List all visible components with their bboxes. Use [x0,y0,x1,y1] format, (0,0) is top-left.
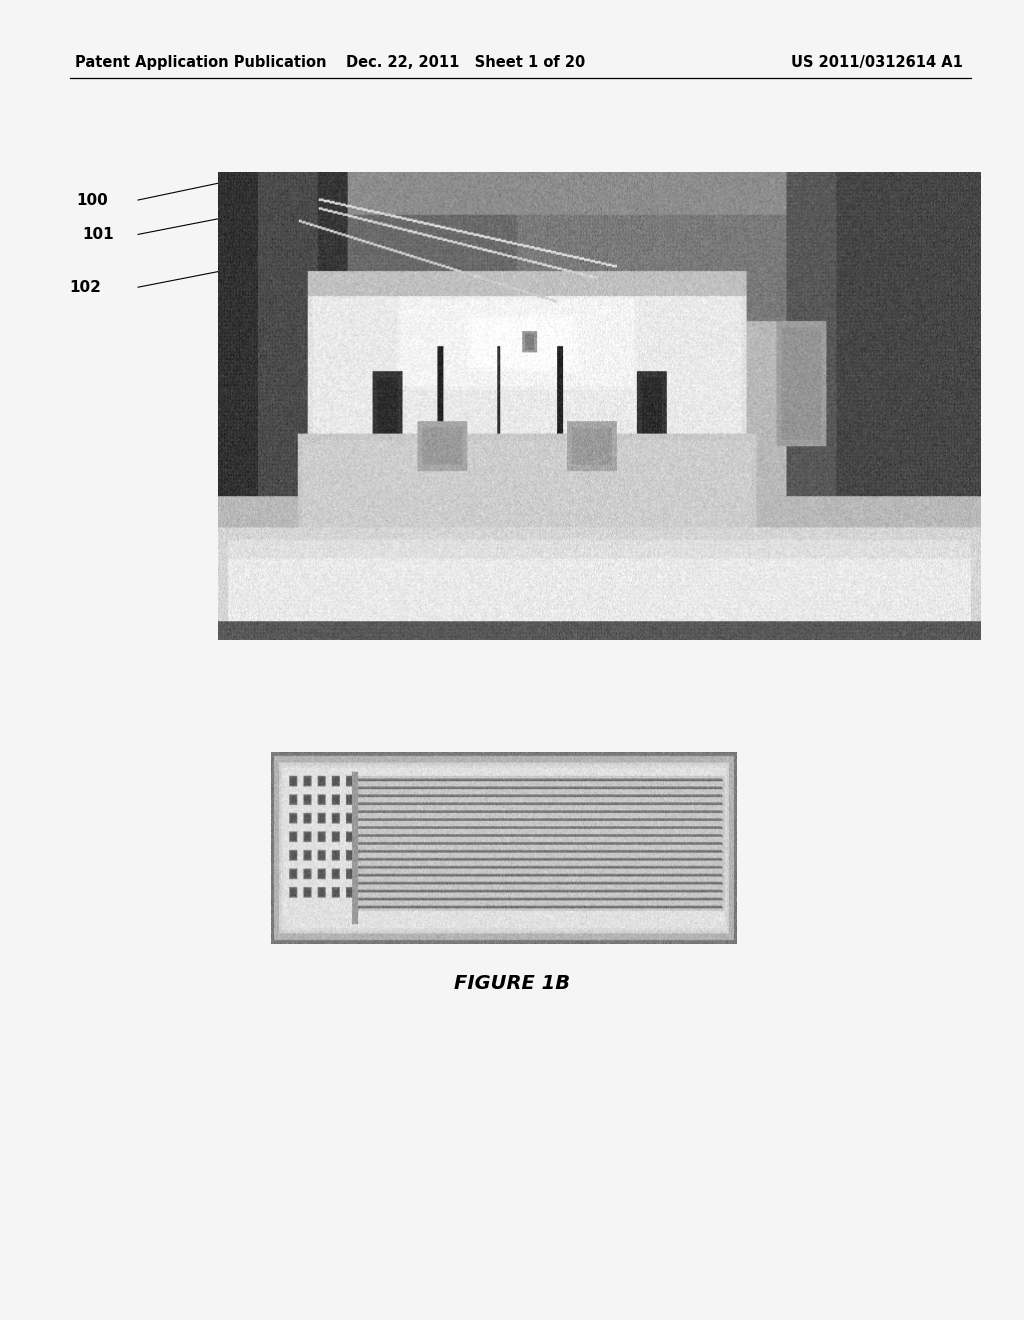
Text: FIGURE 1B: FIGURE 1B [454,974,570,993]
Text: Dec. 22, 2011   Sheet 1 of 20: Dec. 22, 2011 Sheet 1 of 20 [346,54,586,70]
Text: US 2011/0312614 A1: US 2011/0312614 A1 [791,54,963,70]
Text: 102: 102 [70,280,101,296]
Text: Patent Application Publication: Patent Application Publication [75,54,327,70]
Text: FIGURE 1A: FIGURE 1A [454,565,570,583]
Text: 101: 101 [82,227,114,243]
Text: 100: 100 [77,193,109,209]
